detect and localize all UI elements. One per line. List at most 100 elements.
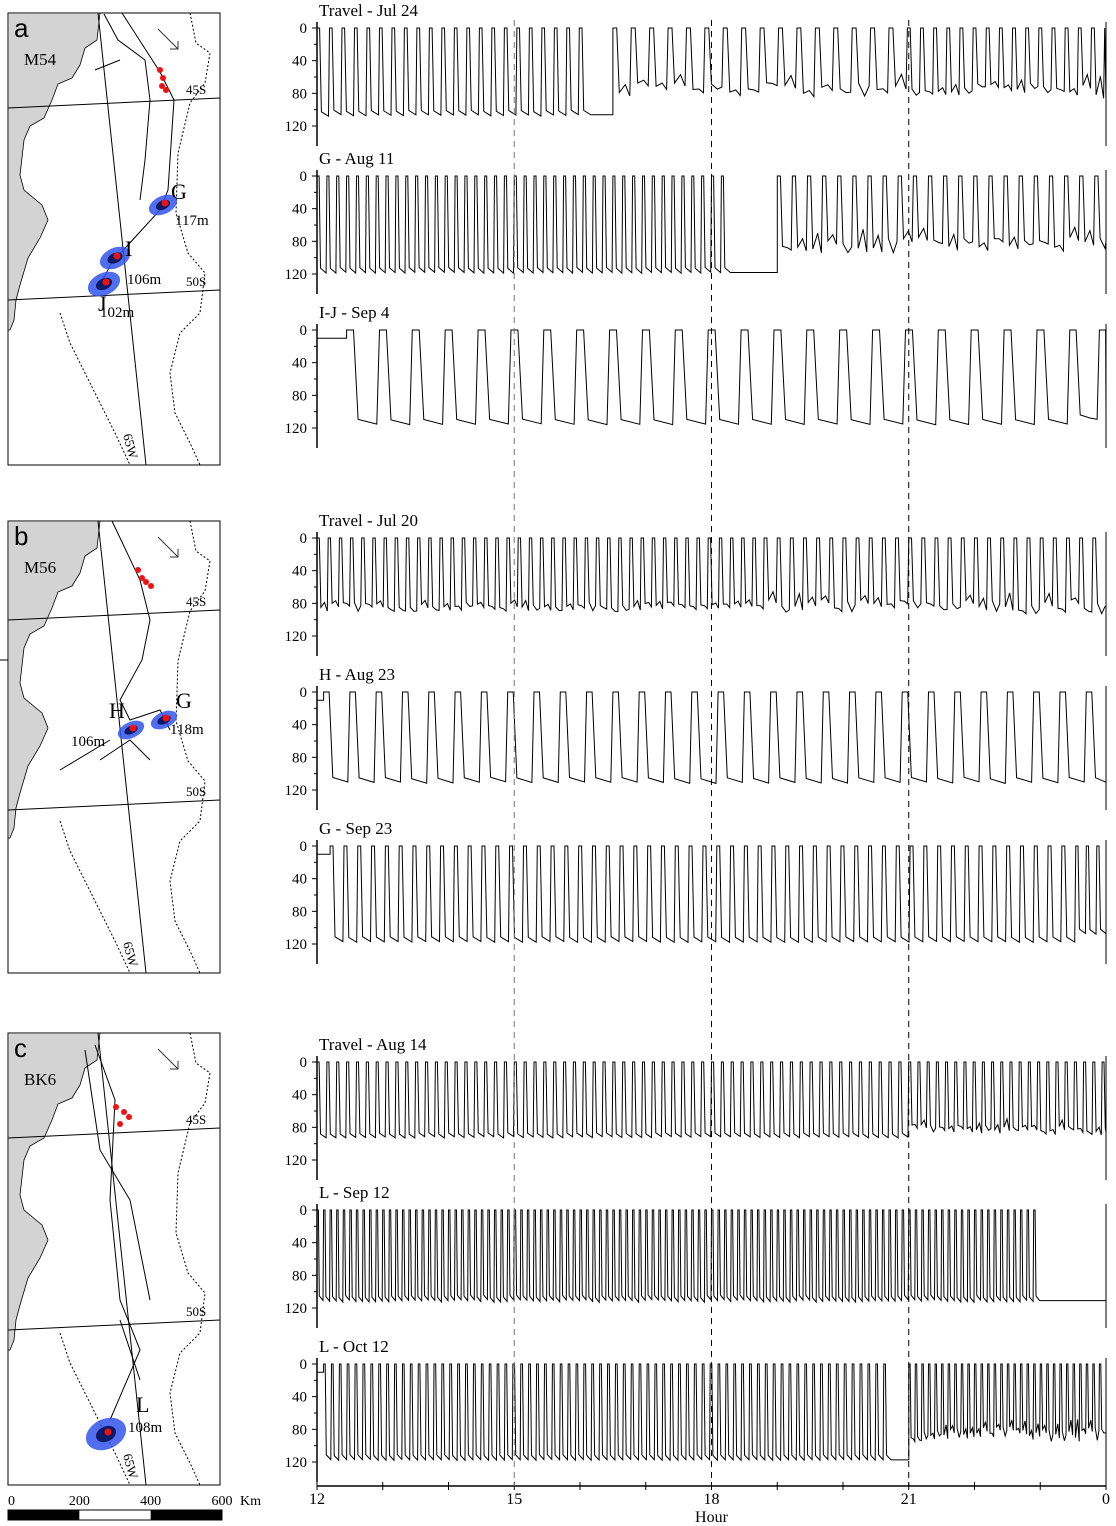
longitude-label: 65W [120,940,141,969]
chart-title: Travel - Aug 14 [319,1035,427,1054]
site-label: G [171,179,187,204]
dive-location [161,199,169,207]
y-tick-label: 40 [292,564,307,580]
longitude-line [97,12,147,466]
dive-chart-7: 0 40 80 120 Travel - Aug 14 [285,1035,1107,1180]
land-mass [7,1032,101,1351]
y-tick-label: 80 [292,234,307,250]
dive-location [139,575,145,581]
scale-bar: 0 200 400 600 Km [7,1494,261,1521]
scale-tick-label: 200 [69,1494,90,1509]
y-tick-label: 80 [292,1422,307,1438]
y-tick-label: 120 [285,1301,308,1317]
y-tick-label: 80 [292,750,307,766]
site-depth: 108m [128,1420,163,1436]
y-tick-label: 120 [285,1153,308,1169]
dive-location [126,1114,132,1120]
longitude-label: 65W [120,432,141,461]
panel-letter: c [14,1033,27,1063]
y-tick-label: 120 [285,421,308,437]
latitude-label-45: 45S [186,82,206,97]
chart-title: G - Sep 23 [319,819,392,838]
chart-title: H - Aug 23 [319,665,395,684]
latitude-line [7,609,221,621]
dive-location [102,278,110,286]
site-depth: 106m [71,734,106,750]
latitude-line [7,289,221,301]
y-tick-label: 120 [285,937,308,953]
y-tick-label: 40 [292,1236,307,1252]
dive-chart-4: 0 40 80 120 Travel - Jul 20 [285,511,1107,656]
site-label: I [125,236,132,261]
direction-arrow [157,1048,179,1070]
latitude-label-50: 50S [186,784,206,799]
dive-chart-6: 0 40 80 120 G - Sep 23 [285,819,1107,964]
y-tick-label: 40 [292,1088,307,1104]
dive-location [160,75,166,81]
shelf-isobath [169,12,211,466]
y-tick-label: 0 [300,1357,308,1373]
y-tick-label: 40 [292,356,307,372]
dive-profile-line [317,691,1107,785]
y-tick-label: 0 [300,531,308,547]
dive-profile-line [316,537,1106,616]
y-tick-label: 0 [300,685,308,701]
latitude-label-50: 50S [186,274,206,289]
chart-title: Travel - Jul 24 [319,1,419,20]
animal-id: M56 [24,558,56,577]
dive-location [157,67,163,73]
site-depth: 118m [170,722,204,738]
chart-title: I-J - Sep 4 [319,303,390,322]
scale-tick-label: 0 [8,1494,15,1509]
dive-location [159,83,165,89]
dive-profile-line [317,1363,1106,1462]
y-tick-label: 120 [285,1455,308,1471]
track-line [84,1044,151,1421]
land-mass [7,12,101,331]
dive-profile-line [316,1209,1106,1304]
dive-profile-line [316,27,1107,118]
y-tick-label: 0 [300,1055,308,1071]
x-tick-label: 21 [901,1491,917,1508]
y-tick-label: 0 [300,169,308,185]
scale-tick-label: 400 [140,1494,161,1509]
dive-location [104,1428,112,1436]
site-depth: 106m [127,272,162,288]
dive-location [117,1121,123,1127]
land-mass [7,520,101,839]
panel-letter: b [14,521,28,551]
x-tick-label: 15 [506,1491,522,1508]
site-label: J [98,291,107,316]
y-tick-label: 40 [292,54,307,70]
dive-chart-3: 0 40 80 120 I-J - Sep 4 [285,303,1107,448]
chart-title: L - Sep 12 [319,1183,390,1202]
y-tick-label: 80 [292,596,307,612]
latitude-label-50: 50S [186,1304,206,1319]
site-label: L [136,1392,149,1417]
x-tick-label: 18 [704,1491,720,1508]
x-axis-label: Hour [695,1509,729,1526]
dive-location [113,1104,119,1110]
dive-profile-line [317,329,1107,426]
dive-location [129,724,137,732]
y-tick-label: 120 [285,783,308,799]
x-tick-label: 0 [1102,1491,1110,1508]
y-tick-label: 120 [285,119,308,135]
chart-title: Travel - Jul 20 [319,511,418,530]
y-tick-label: 80 [292,904,307,920]
scale-bar-segment [150,1510,222,1520]
y-tick-label: 80 [292,388,307,404]
track-line [59,520,171,771]
chart-title: L - Oct 12 [319,1337,389,1356]
dive-profile-line [316,1061,1107,1139]
animal-id: BK6 [24,1070,56,1089]
inner-isobath [59,312,131,466]
site-label: H [109,698,125,723]
dive-location [163,87,169,93]
x-axis: 12 15 18 21 0 Hour [309,1482,1110,1526]
shelf-isobath [169,1032,211,1486]
y-tick-label: 120 [285,267,308,283]
